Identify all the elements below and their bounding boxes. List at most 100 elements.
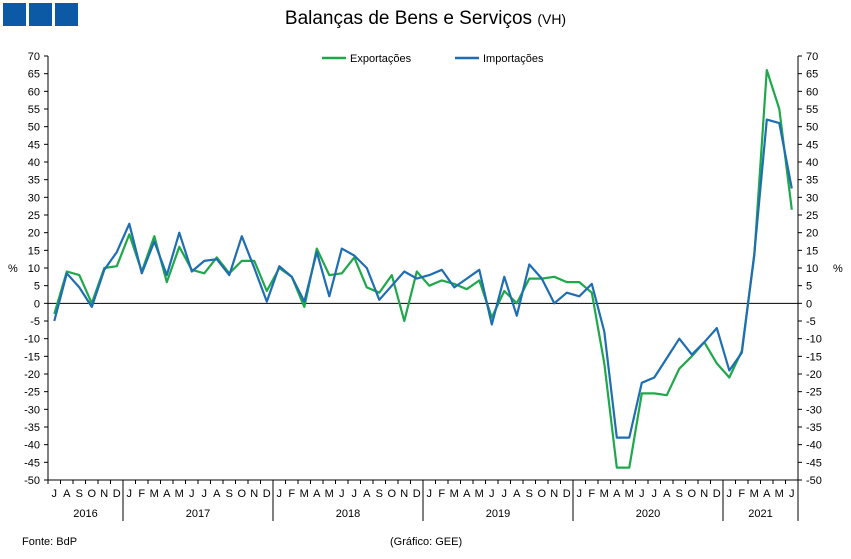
y-tick-label-left: -10 xyxy=(24,334,40,346)
x-tick-label: A xyxy=(163,488,171,500)
x-tick-label: A xyxy=(213,488,221,500)
series-line-importações xyxy=(53,118,793,439)
x-tick-label: F xyxy=(438,488,445,500)
y-tick-label-left: -25 xyxy=(24,387,40,399)
x-tick-label: F xyxy=(738,488,745,500)
x-tick-label: D xyxy=(113,488,121,500)
x-tick-label: O xyxy=(537,488,546,500)
y-tick-label-right: 10 xyxy=(806,263,818,275)
x-tick-label: D xyxy=(413,488,421,500)
y-tick-label-right: -30 xyxy=(806,404,822,416)
x-tick-label: J xyxy=(639,488,645,500)
y-tick-label-left: -15 xyxy=(24,351,40,363)
year-label: 2021 xyxy=(748,508,772,520)
y-tick-label-right: 30 xyxy=(806,192,818,204)
logo-square-1 xyxy=(3,3,26,26)
y-tick-label-right: 45 xyxy=(806,139,818,151)
y-tick-label-left: 35 xyxy=(28,175,40,187)
y-tick-label-left: 25 xyxy=(28,210,40,222)
y-tick-label-right: -35 xyxy=(806,422,822,434)
x-tick-label: D xyxy=(263,488,271,500)
x-tick-label: M xyxy=(775,488,784,500)
x-tick-label: M xyxy=(325,488,334,500)
y-tick-label-left: 65 xyxy=(28,69,40,81)
x-tick-label: D xyxy=(563,488,571,500)
y-tick-label-left: -50 xyxy=(24,475,40,487)
source-note: Fonte: BdP xyxy=(22,536,78,548)
x-tick-label: A xyxy=(63,488,71,500)
x-tick-label: J xyxy=(577,488,583,500)
y-tick-label-right: 15 xyxy=(806,245,818,257)
x-tick-label: A xyxy=(313,488,321,500)
y-tick-label-left: -40 xyxy=(24,440,40,452)
y-tick-label-right: 65 xyxy=(806,69,818,81)
y-tick-label-left: 20 xyxy=(28,228,40,240)
x-tick-label: A xyxy=(513,488,521,500)
y-tick-label-left: -35 xyxy=(24,422,40,434)
y-tick-label-right: 40 xyxy=(806,157,818,169)
y-tick-label-right: 20 xyxy=(806,228,818,240)
x-tick-label: M xyxy=(475,488,484,500)
x-tick-label: A xyxy=(463,488,471,500)
y-tick-label-left: -45 xyxy=(24,457,40,469)
year-label: 2019 xyxy=(486,508,510,520)
credit-note: (Gráfico: GEE) xyxy=(390,536,463,548)
x-tick-label: D xyxy=(713,488,721,500)
y-tick-label-left: 50 xyxy=(28,122,40,134)
y-tick-label-left: 0 xyxy=(34,298,40,310)
y-tick-label-left: 70 xyxy=(28,51,40,63)
x-tick-label: J xyxy=(52,488,58,500)
x-tick-label: N xyxy=(700,488,708,500)
x-tick-label: N xyxy=(550,488,558,500)
y-tick-label-right: 55 xyxy=(806,104,818,116)
series-line-exportações xyxy=(53,68,793,469)
year-label: 2017 xyxy=(186,508,210,520)
y-tick-label-left: -20 xyxy=(24,369,40,381)
y-tick-label-right: 70 xyxy=(806,51,818,63)
y-tick-label-right: -10 xyxy=(806,334,822,346)
x-tick-label: J xyxy=(189,488,195,500)
year-label: 2018 xyxy=(336,508,360,520)
x-tick-label: M xyxy=(600,488,609,500)
y-tick-label-right: -45 xyxy=(806,457,822,469)
x-tick-label: J xyxy=(339,488,345,500)
x-tick-label: J xyxy=(789,488,795,500)
x-tick-label: M xyxy=(750,488,759,500)
y-tick-label-right: -25 xyxy=(806,387,822,399)
x-tick-label: M xyxy=(175,488,184,500)
y-tick-label-right: 5 xyxy=(806,281,812,293)
logo-square-3 xyxy=(55,3,78,26)
logo xyxy=(3,3,78,26)
y-tick-label-right: 25 xyxy=(806,210,818,222)
y-tick-label-right: -20 xyxy=(806,369,822,381)
chart-title: Balanças de Bens e Serviços (VH) xyxy=(0,8,851,30)
x-tick-label: M xyxy=(300,488,309,500)
year-label: 2016 xyxy=(73,508,97,520)
x-tick-label: S xyxy=(376,488,383,500)
y-tick-label-left: -5 xyxy=(30,316,40,328)
y-axis-unit-right: % xyxy=(833,263,843,275)
x-tick-label: J xyxy=(127,488,133,500)
x-tick-label: J xyxy=(427,488,433,500)
x-tick-label: M xyxy=(450,488,459,500)
y-tick-label-left: 10 xyxy=(28,263,40,275)
y-tick-label-right: -40 xyxy=(806,440,822,452)
x-tick-label: M xyxy=(150,488,159,500)
y-tick-label-left: 55 xyxy=(28,104,40,116)
y-tick-label-right: 60 xyxy=(806,86,818,98)
x-tick-label: N xyxy=(400,488,408,500)
y-tick-label-right: 50 xyxy=(806,122,818,134)
x-tick-label: J xyxy=(277,488,283,500)
y-tick-label-left: -30 xyxy=(24,404,40,416)
x-tick-label: O xyxy=(237,488,246,500)
x-tick-label: A xyxy=(663,488,671,500)
x-tick-label: J xyxy=(727,488,733,500)
x-tick-label: O xyxy=(87,488,96,500)
x-tick-label: O xyxy=(387,488,396,500)
y-tick-label-right: -15 xyxy=(806,351,822,363)
x-tick-label: A xyxy=(363,488,371,500)
year-label: 2020 xyxy=(636,508,660,520)
x-tick-label: F xyxy=(138,488,145,500)
y-tick-label-right: 35 xyxy=(806,175,818,187)
logo-square-2 xyxy=(29,3,52,26)
